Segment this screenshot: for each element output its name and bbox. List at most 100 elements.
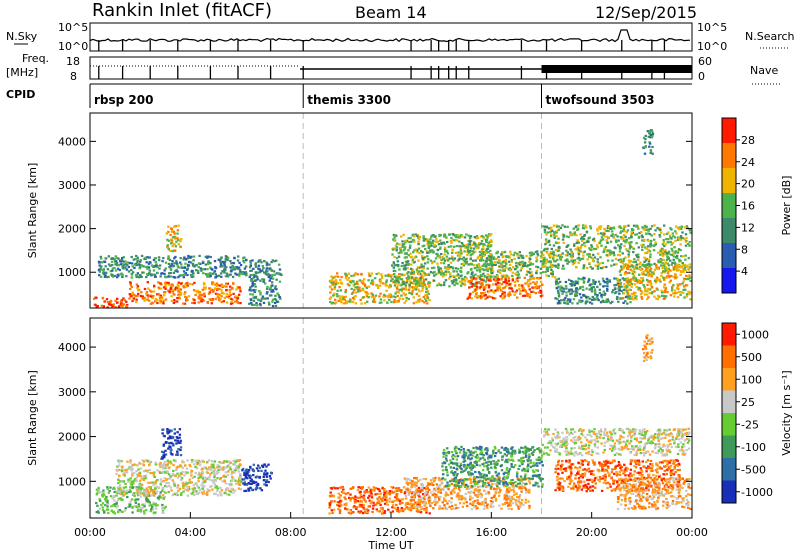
echo-cell bbox=[387, 294, 390, 298]
echo-cell bbox=[508, 287, 511, 290]
echo-cell bbox=[672, 266, 675, 269]
echo-cell bbox=[483, 262, 486, 265]
echo-cell bbox=[637, 267, 640, 270]
echo-cell bbox=[438, 256, 441, 259]
echo-cell bbox=[485, 260, 488, 263]
echo-cell bbox=[101, 261, 104, 264]
echo-cell bbox=[116, 498, 120, 502]
echo-cell bbox=[147, 266, 151, 269]
echo-cell bbox=[665, 232, 669, 235]
echo-cell bbox=[396, 506, 400, 509]
echo-cell bbox=[356, 273, 360, 276]
echo-cell bbox=[619, 297, 623, 300]
echo-cell bbox=[450, 241, 453, 244]
echo-cell bbox=[661, 294, 664, 297]
echo-cell bbox=[244, 476, 247, 479]
echo-cell bbox=[564, 254, 568, 257]
echo-cell bbox=[150, 508, 153, 511]
echo-cell bbox=[174, 469, 178, 472]
echo-cell bbox=[206, 255, 209, 258]
echo-cell bbox=[451, 255, 454, 258]
echo-cell bbox=[127, 270, 131, 273]
echo-cell bbox=[142, 464, 146, 467]
echo-cell bbox=[643, 293, 646, 296]
echo-cell bbox=[635, 255, 639, 258]
echo-cell bbox=[453, 245, 456, 248]
echo-cell bbox=[360, 302, 363, 305]
echo-cell bbox=[239, 290, 242, 293]
echo-cell bbox=[169, 460, 172, 463]
echo-cell bbox=[99, 255, 102, 258]
echo-cell bbox=[106, 301, 110, 304]
echo-cell bbox=[111, 273, 114, 276]
echo-cell bbox=[562, 267, 565, 270]
echo-cell bbox=[459, 254, 462, 257]
echo-cell bbox=[661, 249, 665, 252]
echo-cell bbox=[626, 272, 629, 275]
echo-cell bbox=[259, 279, 262, 282]
echo-cell bbox=[498, 286, 502, 289]
echo-cell bbox=[557, 277, 560, 280]
echo-cell bbox=[109, 495, 113, 498]
echo-cell bbox=[647, 135, 650, 138]
echo-cell bbox=[147, 262, 151, 265]
echo-cell bbox=[352, 280, 355, 283]
echo-cell bbox=[622, 292, 626, 295]
echo-cell bbox=[449, 261, 453, 264]
echo-cell bbox=[505, 266, 508, 269]
echo-cell bbox=[118, 509, 122, 512]
echo-cell bbox=[405, 299, 408, 302]
echo-cell bbox=[385, 281, 388, 284]
echo-cell bbox=[684, 269, 687, 272]
echo-cell bbox=[463, 236, 467, 239]
echo-cell bbox=[614, 239, 618, 242]
echo-cell bbox=[454, 267, 458, 270]
echo-cell bbox=[665, 238, 668, 241]
echo-cell bbox=[252, 463, 255, 466]
echo-cell bbox=[172, 464, 175, 467]
echo-cell bbox=[619, 268, 623, 272]
echo-cell bbox=[611, 291, 614, 294]
echo-cell bbox=[363, 490, 366, 493]
echo-cell bbox=[662, 258, 665, 262]
echo-cell bbox=[483, 253, 486, 256]
echo-cell bbox=[681, 262, 684, 265]
echo-cell bbox=[451, 266, 454, 269]
echo-cell bbox=[125, 468, 129, 471]
echo-cell bbox=[185, 296, 188, 299]
echo-cell bbox=[95, 493, 99, 496]
echo-cell bbox=[606, 289, 609, 292]
echo-cell bbox=[348, 300, 351, 303]
echo-cell bbox=[677, 290, 680, 293]
echo-cell bbox=[346, 278, 349, 281]
echo-cell bbox=[137, 474, 140, 477]
echo-cell bbox=[559, 299, 563, 302]
echo-cell bbox=[249, 269, 252, 272]
echo-cell bbox=[158, 294, 161, 297]
echo-cell bbox=[486, 290, 490, 293]
echo-cell bbox=[176, 263, 179, 266]
echo-cell bbox=[212, 467, 216, 470]
echo-cell bbox=[110, 257, 114, 260]
echo-cell bbox=[669, 240, 673, 243]
echo-cell bbox=[342, 488, 345, 491]
echo-cell bbox=[146, 281, 149, 284]
echo-cell bbox=[247, 474, 250, 477]
echo-cell bbox=[343, 496, 346, 499]
echo-cell bbox=[204, 286, 207, 289]
echo-cell bbox=[259, 293, 262, 296]
echo-cell bbox=[602, 250, 606, 253]
echo-cell bbox=[601, 277, 605, 280]
echo-cell bbox=[162, 428, 165, 431]
echo-cell bbox=[425, 287, 428, 291]
echo-cell bbox=[116, 509, 120, 512]
echo-cell bbox=[655, 287, 658, 290]
echo-cell bbox=[619, 258, 622, 261]
echo-cell bbox=[450, 236, 453, 240]
echo-cell bbox=[596, 246, 599, 249]
echo-cell bbox=[486, 276, 489, 279]
echo-cell bbox=[101, 495, 104, 498]
echo-cell bbox=[412, 270, 416, 273]
echo-cell bbox=[95, 296, 98, 299]
echo-cell bbox=[224, 482, 228, 485]
